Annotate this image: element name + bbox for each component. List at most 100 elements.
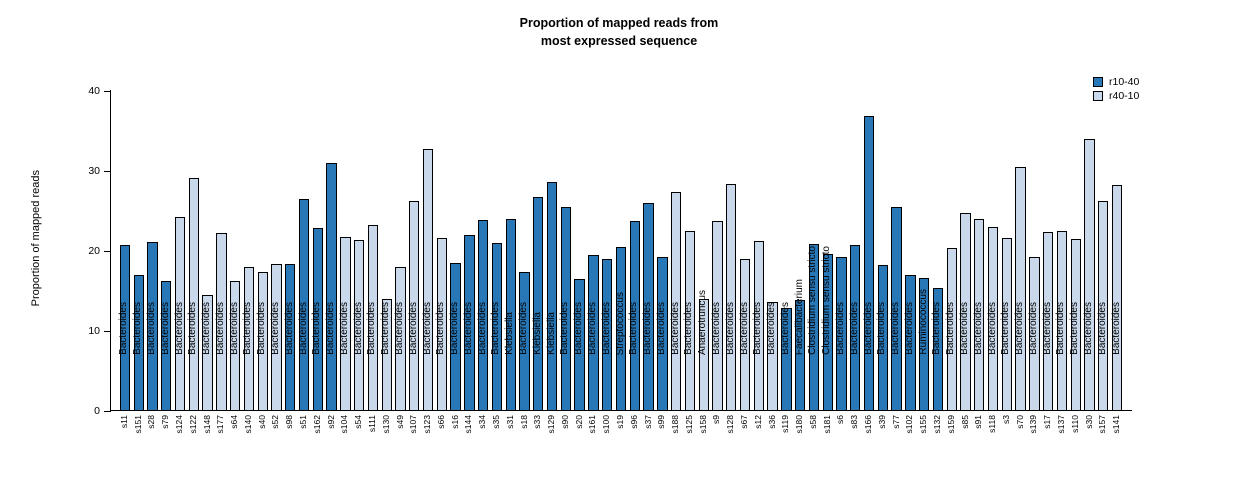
x-tick-label: s66	[435, 415, 446, 429]
x-tick-label: s11	[118, 415, 129, 429]
bar-genus-label: Bacteroides	[710, 302, 722, 355]
bar	[257, 271, 268, 411]
bar-genus-label: Bacteroides	[890, 302, 902, 355]
bar-genus-label: Bacteroides	[132, 302, 144, 355]
bar-genus-label: Bacteroides	[779, 302, 791, 355]
bar	[381, 299, 392, 411]
bar-genus-label: Bacteroides	[931, 302, 943, 355]
x-tick-label: s77	[890, 415, 901, 429]
x-tick-label: s155	[918, 415, 929, 434]
bar-genus-label: Bacteroides	[1083, 302, 1095, 355]
x-tick-label: s181	[821, 415, 832, 434]
legend: r10-40 r40-10	[1093, 76, 1139, 104]
x-tick-label: s31	[504, 415, 515, 429]
x-tick-label: s104	[339, 415, 350, 434]
bar-genus-label: Bacteroides	[862, 302, 874, 355]
bar	[1111, 184, 1123, 411]
bar	[560, 207, 572, 411]
chart-title-line2: most expressed sequence	[540, 34, 698, 49]
x-tick-label: s18	[518, 415, 529, 429]
bar-genus-label: Bacteroides	[986, 302, 998, 355]
y-tick-mark	[104, 330, 110, 332]
bar	[657, 256, 668, 411]
x-tick-label: s162	[311, 415, 322, 434]
bar-genus-label: Bacteroides	[435, 302, 447, 355]
x-tick-label: s19	[615, 415, 625, 429]
x-tick-label: s107	[408, 415, 419, 434]
x-tick-label: s151	[132, 415, 143, 434]
x-tick-label: s118	[987, 415, 998, 433]
x-tick-label: s40	[256, 415, 267, 429]
legend-swatch-r10-40	[1093, 77, 1103, 87]
bar	[794, 299, 806, 411]
x-tick-label: s12	[752, 415, 763, 429]
y-axis-line	[110, 90, 111, 412]
bar	[822, 254, 833, 411]
x-tick-label: s35	[490, 415, 501, 429]
bar	[1001, 238, 1013, 411]
x-tick-label: s141	[1111, 415, 1122, 434]
x-tick-label: s51	[298, 415, 309, 429]
x-tick-label: s148	[201, 415, 212, 434]
bar	[216, 232, 227, 411]
bar	[133, 275, 144, 411]
bar	[505, 219, 516, 411]
bar-genus-label: Bacteroides	[586, 302, 598, 355]
bar	[891, 207, 902, 411]
y-tick-label: 30	[88, 164, 100, 177]
y-tick-mark	[104, 170, 110, 172]
bar-genus-label: Bacteroides	[228, 302, 240, 355]
bar-genus-label: Bacteroides	[959, 302, 971, 355]
bar-genus-label: Bacteroides	[600, 302, 612, 355]
bar	[698, 299, 709, 411]
bar	[588, 255, 599, 411]
bar-genus-label: Bacteroides	[421, 302, 433, 355]
bar	[243, 267, 255, 411]
bar	[1070, 239, 1081, 411]
bar	[340, 236, 351, 411]
bar-genus-label: Bacteroides	[269, 302, 281, 355]
bar-genus-label: Klebsiella	[504, 312, 516, 355]
bar	[808, 243, 820, 411]
bar	[726, 183, 737, 411]
bar-genus-label: Bacteroides	[766, 302, 778, 355]
bar-genus-label: Bacteroides	[683, 302, 695, 355]
x-tick-label: s33	[532, 415, 543, 429]
x-tick-label: s137	[1055, 415, 1066, 434]
bar-genus-label: Klebsiella	[545, 312, 557, 355]
y-tick-label: 40	[88, 84, 100, 97]
bar	[519, 271, 530, 411]
x-tick-label: s70	[1014, 415, 1025, 429]
y-axis-title: Proportion of mapped reads	[30, 170, 42, 307]
bar	[670, 191, 682, 411]
bar	[202, 295, 213, 411]
bar-genus-label: Bacteroides	[1069, 302, 1081, 355]
x-tick-label: s20	[573, 415, 584, 429]
bar-genus-label: Bacteroides	[1014, 302, 1026, 355]
y-tick-mark	[104, 410, 110, 412]
x-tick-label: s130	[380, 415, 391, 434]
legend-swatch-r40-10	[1093, 91, 1103, 101]
x-tick-label: s98	[284, 415, 295, 429]
bar-genus-label: Klebsiella	[531, 312, 543, 355]
bar	[615, 247, 627, 411]
bar	[629, 220, 640, 411]
x-tick-label: s36	[766, 415, 777, 429]
x-tick-label: s180	[794, 415, 805, 434]
x-tick-label: s28	[146, 415, 157, 429]
x-tick-label: s110	[1069, 415, 1080, 433]
bar	[739, 259, 751, 411]
bar-genus-label: Clostridium sensu stricto	[807, 246, 819, 355]
bar-genus-label: Bacteroides	[407, 302, 419, 355]
bar	[367, 225, 379, 411]
x-tick-label: s140	[242, 415, 253, 434]
x-tick-label: s157	[1097, 415, 1108, 434]
bar	[574, 279, 585, 411]
bar-genus-label: Bacteroides	[352, 302, 364, 355]
bar-genus-label: Bacteroides	[394, 302, 405, 355]
x-tick-label: s34	[477, 415, 488, 429]
x-tick-label: s91	[973, 415, 984, 429]
bar-genus-label: Bacteroides	[876, 302, 888, 355]
x-tick-label: s6	[835, 415, 846, 424]
bar	[1084, 139, 1095, 411]
